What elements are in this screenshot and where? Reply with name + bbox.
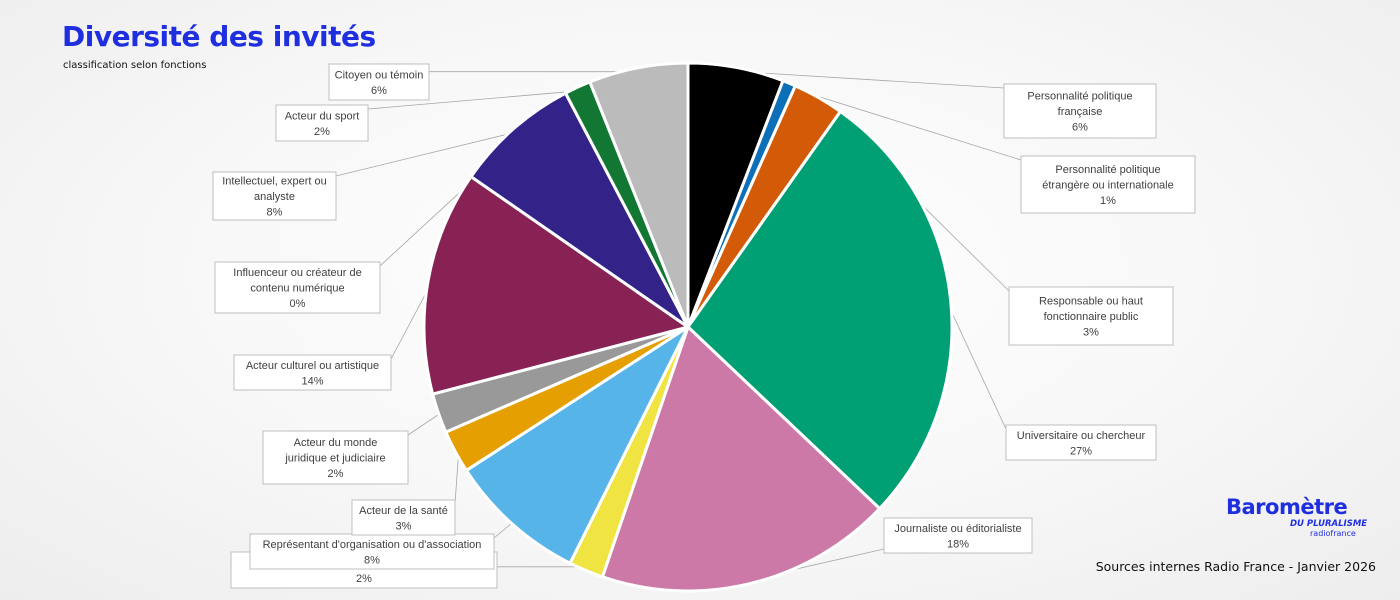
data-label-responsable-ou-haut-fonctionnaire-public: Responsable ou haut fonctionnaire public 3… <box>1008 286 1174 346</box>
slice-percent-text: 6% <box>371 85 387 97</box>
slice-label-text: Personnalité politique <box>1027 91 1132 103</box>
data-label-acteur-du-sport: Acteur du sport 2% <box>275 104 369 142</box>
label-box <box>233 354 392 391</box>
slice-label-text: Acteur culturel ou artistique <box>246 360 379 372</box>
pie-slice-journaliste-ou-editorialiste <box>600 325 882 593</box>
slice-label-text: Acteur du monde <box>294 437 378 449</box>
pie-slice-intellectuel-expert-ou-analyste <box>469 91 690 329</box>
slice-label-text: Acteur du sport <box>285 110 360 122</box>
slice-label-text: Personnalité politique <box>1055 164 1160 176</box>
label-box <box>1005 424 1157 461</box>
slice-percent-text: 2% <box>356 573 372 585</box>
logo-brand-text: radiofrance <box>1310 529 1356 538</box>
slice-percent-text: 8% <box>364 554 380 566</box>
slice-label-text: Responsable ou haut <box>1039 296 1143 308</box>
slice-percent-text: 14% <box>301 375 323 387</box>
pie-slices <box>422 61 954 593</box>
label-box <box>262 430 409 485</box>
label-box <box>351 499 456 536</box>
slice-labels: Personnalité politiquefrançaise6%Personn… <box>212 63 1196 589</box>
data-label-intellectuel-expert-ou-analyste: Intellectuel, expert ou analyste 8% <box>212 171 337 221</box>
label-box <box>1020 155 1196 214</box>
label-box <box>249 533 495 570</box>
pie-slice-citoyen-ou-temoin <box>588 61 690 329</box>
slice-percent-text: 18% <box>947 538 969 550</box>
slice-percent-text: 2% <box>328 468 344 480</box>
leader-line-personnalite-politique-etrangere-ou-internationale <box>787 86 1022 161</box>
label-box <box>883 517 1033 554</box>
slice-label-text: analyste <box>254 191 295 203</box>
barometre-logo: Baromètre DU PLURALISME radiofrance <box>1226 495 1376 541</box>
slice-label-text: juridique et judiciaire <box>284 453 385 465</box>
chart-title: Diversité des invités <box>62 20 376 53</box>
data-label-universitaire-ou-chercheur: Universitaire ou chercheur 27% <box>1005 424 1157 461</box>
logo-main-text: Baromètre <box>1226 495 1348 519</box>
slice-label-text: Intellectuel, expert ou <box>222 176 327 188</box>
leader-line-personnalite-politique-francaise <box>735 71 1005 89</box>
slice-percent-text: 1% <box>1100 195 1116 207</box>
slice-label-text: contenu numérique <box>250 283 344 295</box>
pie-slice-acteur-culturel-ou-artistique <box>422 175 690 396</box>
data-label-citoyen-ou-temoin: Citoyen ou témoin 6% <box>328 63 430 101</box>
slice-label-text: Journaliste ou éditorialiste <box>894 523 1021 535</box>
chart-subtitle: classification selon fonctions <box>63 60 207 71</box>
slice-label-text: fonctionnaire public <box>1044 311 1139 323</box>
slice-label-text: française <box>1058 106 1103 118</box>
slice-label-text: Citoyen ou témoin <box>335 69 424 81</box>
data-label-journaliste-ou-editorialiste: Journaliste ou éditorialiste 18% <box>883 517 1033 554</box>
pie-slice-universitaire-ou-chercheur <box>686 109 954 511</box>
slice-percent-text: 27% <box>1070 445 1092 457</box>
slice-percent-text: 3% <box>1083 327 1099 339</box>
leader-line-acteur-du-sport <box>367 90 580 110</box>
data-label-representant-d-organisation-ou-d-association: Représentant d'organisation ou d'associa… <box>249 533 495 570</box>
source-note: Sources internes Radio France - Janvier … <box>1095 559 1376 574</box>
leader-line-acteur-du-monde-juridique-et-judiciaire <box>407 411 443 436</box>
pie-slice-representant-d-organisation-ou-d-association <box>464 325 690 565</box>
slice-label-text: Acteur de la santé <box>359 505 448 517</box>
data-label-acteur-de-la-sante: Acteur de la santé 3% <box>351 499 456 536</box>
label-box <box>1008 286 1174 346</box>
label-box <box>1003 83 1157 139</box>
slice-percent-text: 2% <box>314 126 330 138</box>
label-box <box>275 104 369 142</box>
data-label-personnalite-politique-francaise: Personnalité politique française 6% <box>1003 83 1157 139</box>
slice-label-text: étrangère ou internationale <box>1042 180 1173 192</box>
slice-label-text: Universitaire ou chercheur <box>1017 430 1146 442</box>
leader-line-universitaire-ou-chercheur <box>946 301 1007 430</box>
slice-label-text: Représentant d'organisation ou d'associa… <box>263 539 482 551</box>
data-label-influenceur-ou-createur-de-contenu-numerique: Influenceur ou créateur de contenu numéri… <box>214 261 381 314</box>
leader-line-intellectuel-expert-ou-analyste <box>335 131 516 177</box>
slice-percent-text: 8% <box>267 207 283 219</box>
slice-percent-text: 0% <box>290 298 306 310</box>
data-label-acteur-culturel-ou-artistique: Acteur culturel ou artistique 14% <box>233 354 392 391</box>
slice-percent-text: 3% <box>396 520 412 532</box>
data-label-acteur-du-monde-juridique-et-judiciaire: Acteur du monde juridique et judiciaire 2% <box>262 430 409 485</box>
slice-label-text: Influenceur ou créateur de <box>233 267 361 279</box>
label-box <box>214 261 381 314</box>
data-label-personnalite-politique-etrangere-ou-internationale: Personnalité politique étrangère ou inter… <box>1020 155 1196 214</box>
label-box <box>328 63 430 101</box>
logo-sub-text: DU PLURALISME <box>1290 519 1368 529</box>
slice-percent-text: 6% <box>1072 122 1088 134</box>
label-box <box>212 171 337 221</box>
